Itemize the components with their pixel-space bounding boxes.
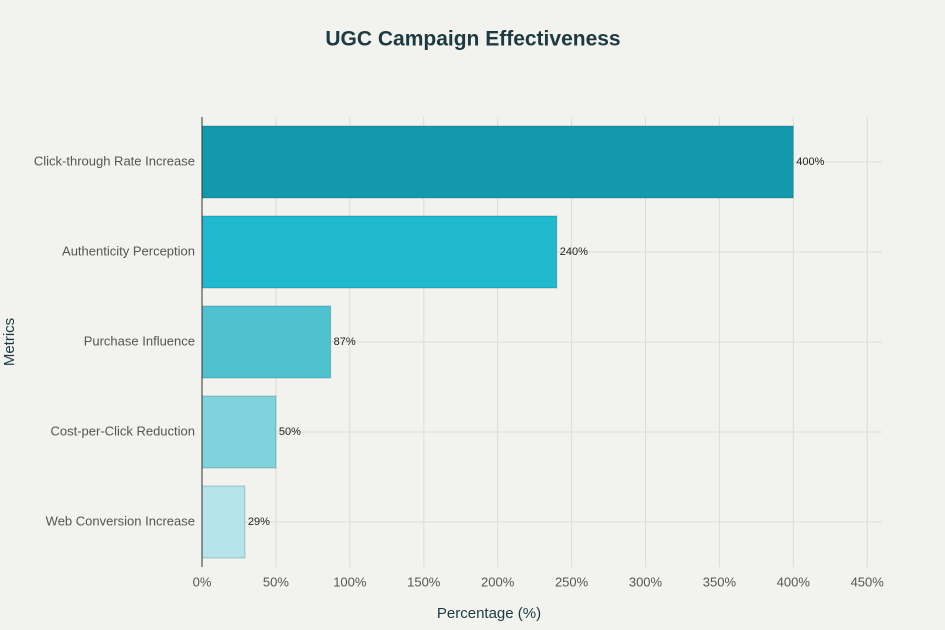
bar — [201, 215, 558, 289]
x-tick-label: 250% — [555, 574, 589, 589]
value-label: 240% — [560, 246, 588, 258]
y-tick-label: Cost-per-Click Reduction — [51, 423, 196, 438]
y-axis-title: Metrics — [1, 318, 18, 366]
bar — [201, 485, 246, 559]
x-axis-title: Percentage (%) — [437, 605, 541, 622]
value-label: 87% — [334, 336, 356, 348]
y-tick-label: Click-through Rate Increase — [34, 153, 195, 168]
bar — [201, 125, 794, 199]
x-tick-label: 50% — [263, 574, 289, 589]
x-tick-label: 200% — [481, 574, 515, 589]
bar — [201, 305, 332, 379]
x-tick-label: 400% — [777, 574, 811, 589]
x-tick-label: 300% — [629, 574, 663, 589]
value-label: 400% — [796, 156, 824, 168]
chart-title: UGC Campaign Effectiveness — [325, 28, 620, 51]
x-tick-label: 450% — [851, 574, 885, 589]
y-tick-label: Purchase Influence — [84, 333, 195, 348]
value-label: 50% — [279, 426, 301, 438]
x-tick-label: 100% — [333, 574, 367, 589]
bar — [201, 395, 277, 469]
y-tick-label: Web Conversion Increase — [46, 513, 195, 528]
value-label: 29% — [248, 516, 270, 528]
y-tick-label: Authenticity Perception — [62, 243, 195, 258]
x-tick-label: 350% — [703, 574, 737, 589]
x-tick-label: 0% — [193, 574, 212, 589]
x-tick-label: 150% — [407, 574, 441, 589]
